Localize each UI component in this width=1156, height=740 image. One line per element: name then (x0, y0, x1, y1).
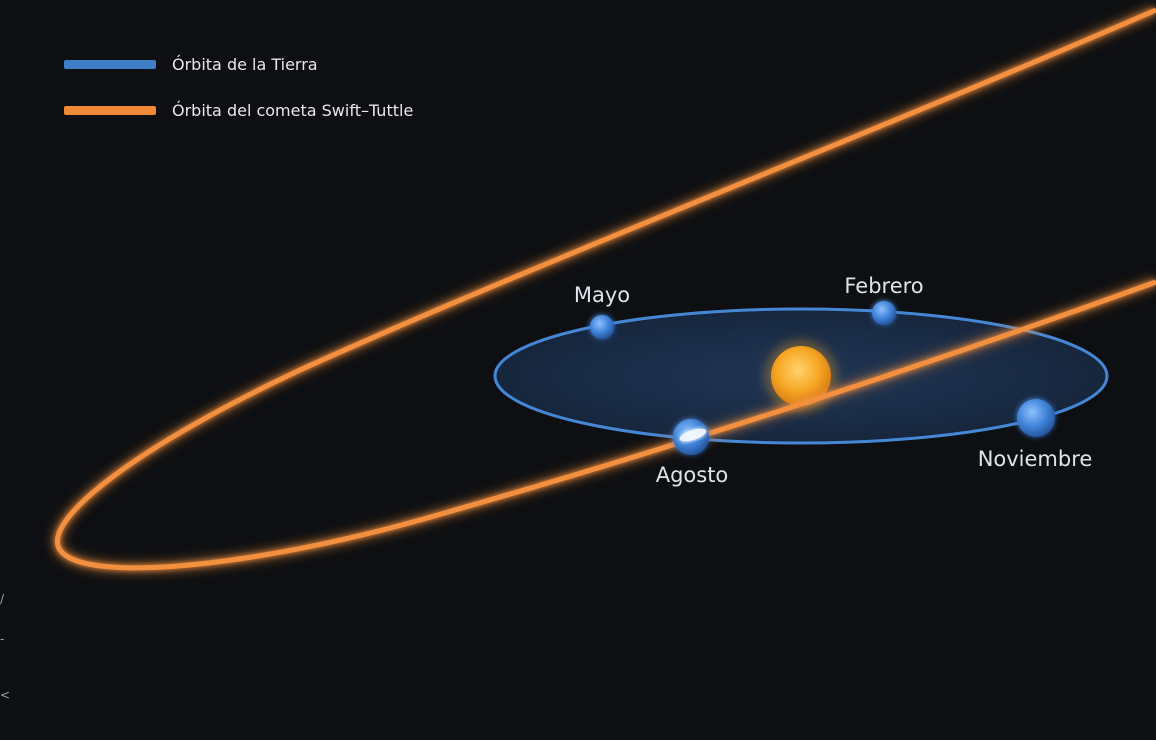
month-label-february: Febrero (844, 274, 923, 298)
edge-mark: - (0, 632, 5, 646)
edge-mark: < (0, 688, 11, 702)
comet-orbit-swatch (64, 105, 156, 115)
month-label-may: Mayo (574, 283, 630, 307)
legend-label-comet-orbit: Órbita del cometa Swift–Tuttle (172, 100, 414, 120)
legend: Órbita de la Tierra Órbita del cometa Sw… (64, 52, 413, 144)
month-label-november: Noviembre (978, 447, 1093, 471)
earth-may-icon (590, 315, 614, 339)
month-label-august: Agosto (656, 463, 729, 487)
earth-orbit-swatch (64, 59, 156, 69)
earth-november-icon (1017, 399, 1055, 437)
earth-february-icon (872, 301, 896, 325)
crossing-highlight (679, 428, 707, 442)
sun-icon (771, 346, 831, 406)
legend-item-earth-orbit: Órbita de la Tierra (64, 52, 413, 76)
edge-mark: / (0, 592, 5, 606)
legend-label-earth-orbit: Órbita de la Tierra (172, 54, 318, 74)
legend-item-comet-orbit: Órbita del cometa Swift–Tuttle (64, 98, 413, 122)
